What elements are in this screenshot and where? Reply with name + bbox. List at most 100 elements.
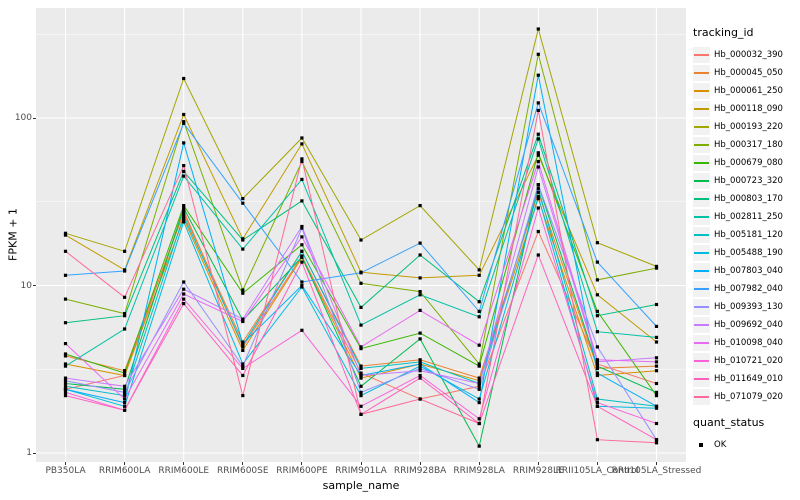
x-tick-label: RRIM600LE: [158, 466, 210, 476]
data-point: [300, 157, 304, 161]
legend-key-icon: [693, 281, 710, 297]
data-point: [595, 366, 599, 370]
data-point: [300, 255, 304, 259]
data-point: [477, 379, 481, 383]
data-point: [300, 260, 304, 264]
x-tick-mark: [478, 462, 480, 465]
data-point: [182, 204, 186, 208]
data-point: [241, 288, 245, 292]
data-point: [536, 52, 540, 56]
data-point: [241, 201, 245, 205]
data-point: [300, 283, 304, 288]
legend-line-swatch: [694, 198, 709, 200]
x-tick-mark: [124, 462, 126, 465]
data-point: [477, 421, 481, 426]
legend-key-icon: [693, 47, 710, 63]
data-point: [418, 366, 422, 370]
data-point: [359, 366, 363, 370]
data-point: [182, 297, 186, 301]
legend-line-swatch: [694, 72, 709, 74]
data-point: [536, 253, 540, 257]
data-point: [536, 165, 540, 169]
data-point: [241, 348, 245, 352]
data-point: [595, 362, 599, 366]
data-point: [241, 345, 245, 349]
data-point: [654, 381, 659, 386]
data-point: [536, 27, 540, 31]
y-tick-label: 10: [20, 280, 32, 291]
legend-line-swatch: [694, 396, 709, 398]
data-point: [123, 387, 127, 391]
legend-entry-label: Hb_010721_020: [714, 356, 783, 366]
data-point: [418, 376, 422, 380]
data-point: [595, 404, 599, 408]
legend-title: tracking_id: [693, 26, 754, 39]
data-point: [418, 293, 422, 297]
data-point: [359, 323, 363, 327]
legend-key-icon: [693, 371, 710, 387]
legend-entry: Hb_007982_040: [693, 280, 799, 298]
data-point: [536, 108, 540, 112]
plot-canvas: [36, 8, 686, 462]
data-point: [359, 271, 363, 275]
data-point: [536, 229, 540, 234]
x-tick-label: RRIM600SE: [217, 466, 269, 476]
point-legend-key-icon: [693, 437, 710, 453]
data-point: [359, 376, 363, 380]
data-point: [123, 401, 127, 405]
data-point: [300, 226, 304, 230]
legend-entry: Hb_010721_020: [693, 352, 799, 370]
data-point: [536, 197, 540, 201]
data-point: [595, 401, 599, 405]
legend-line-swatch: [694, 216, 709, 218]
x-tick-label: RRIM928BA: [393, 466, 447, 476]
legend-key-icon: [693, 317, 710, 333]
legend-entry: Hb_000679_080: [693, 154, 799, 172]
data-point: [182, 174, 186, 178]
data-point: [359, 394, 363, 398]
data-point: [477, 362, 481, 366]
data-point: [182, 220, 186, 224]
x-tick-label: RRIM928LA: [453, 466, 505, 476]
data-point: [654, 335, 659, 339]
data-point: [595, 345, 599, 349]
legend-line-swatch: [694, 144, 709, 146]
data-point: [418, 337, 422, 341]
data-point: [300, 280, 304, 284]
data-point: [418, 204, 422, 208]
data-point: [241, 366, 245, 370]
y-tick-mark: [33, 452, 36, 454]
data-point: [595, 293, 599, 297]
legend-entry: Hb_000803_170: [693, 190, 799, 208]
data-point: [359, 281, 363, 285]
data-point: [241, 319, 245, 324]
data-point: [123, 269, 127, 273]
legend-line-swatch: [694, 54, 709, 56]
legend-entry: Hb_002811_250: [693, 208, 799, 226]
data-point: [63, 297, 68, 301]
data-point: [359, 371, 363, 375]
legend-entry: Hb_009692_040: [693, 316, 799, 334]
data-point: [359, 364, 363, 368]
legend-key-icon: [693, 209, 710, 225]
data-point: [63, 364, 68, 368]
data-point: [595, 358, 599, 362]
data-point: [418, 358, 422, 362]
point-legend-entries: OK: [693, 436, 799, 454]
data-point: [477, 384, 481, 388]
data-point: [654, 369, 659, 373]
x-tick-label: RRIM600PE: [276, 466, 328, 476]
data-point: [182, 76, 186, 81]
data-point: [654, 404, 659, 408]
legend-line-swatch: [694, 360, 709, 362]
legend-key-icon: [693, 299, 710, 315]
legend-line-swatch: [694, 252, 709, 254]
data-point: [300, 142, 304, 146]
data-point: [300, 136, 304, 140]
data-point: [477, 387, 481, 391]
data-point: [654, 340, 659, 344]
data-point: [477, 364, 481, 368]
data-point: [654, 421, 659, 426]
legend-entry: Hb_007803_040: [693, 262, 799, 280]
data-point: [359, 305, 363, 309]
